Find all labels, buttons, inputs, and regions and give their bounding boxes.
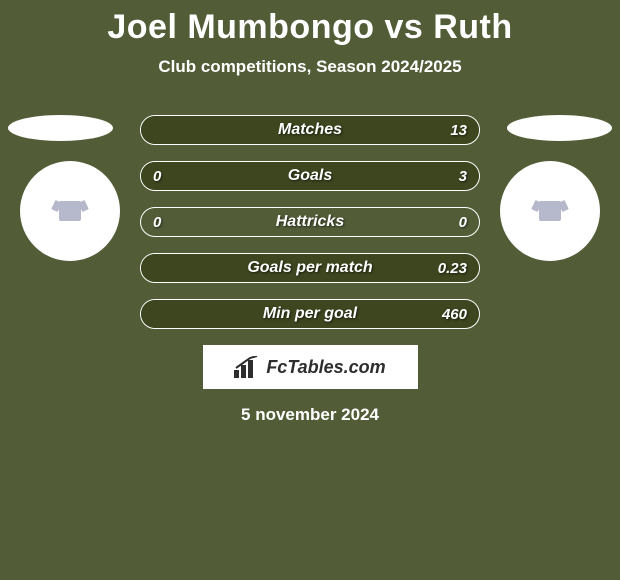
player-avatar-right	[500, 161, 600, 261]
stat-label: Hattricks	[141, 208, 479, 236]
date-label: 5 november 2024	[0, 405, 620, 425]
jersey-icon	[59, 201, 81, 221]
stat-value-right: 460	[442, 300, 467, 328]
stat-label: Goals per match	[141, 254, 479, 282]
stat-row: 0Goals3	[140, 161, 480, 191]
fctables-logo: FcTables.com	[203, 345, 418, 389]
player-avatar-left	[20, 161, 120, 261]
comparison-stage: Matches130Goals30Hattricks0Goals per mat…	[0, 115, 620, 329]
stat-label: Min per goal	[141, 300, 479, 328]
bar-chart-icon	[234, 356, 260, 378]
stat-row: 0Hattricks0	[140, 207, 480, 237]
stat-value-right: 0	[459, 208, 467, 236]
stat-value-right: 0.23	[438, 254, 467, 282]
stat-row: Goals per match0.23	[140, 253, 480, 283]
stat-value-right: 13	[450, 116, 467, 144]
stat-value-right: 3	[459, 162, 467, 190]
page-subtitle: Club competitions, Season 2024/2025	[0, 57, 620, 77]
stat-label: Goals	[141, 162, 479, 190]
stat-bars: Matches130Goals30Hattricks0Goals per mat…	[140, 115, 480, 329]
logo-text: FcTables.com	[266, 357, 385, 378]
player-disk-right	[507, 115, 612, 141]
page-title: Joel Mumbongo vs Ruth	[0, 0, 620, 47]
player-disk-left	[8, 115, 113, 141]
jersey-icon	[539, 201, 561, 221]
stat-label: Matches	[141, 116, 479, 144]
stat-row: Matches13	[140, 115, 480, 145]
stat-row: Min per goal460	[140, 299, 480, 329]
